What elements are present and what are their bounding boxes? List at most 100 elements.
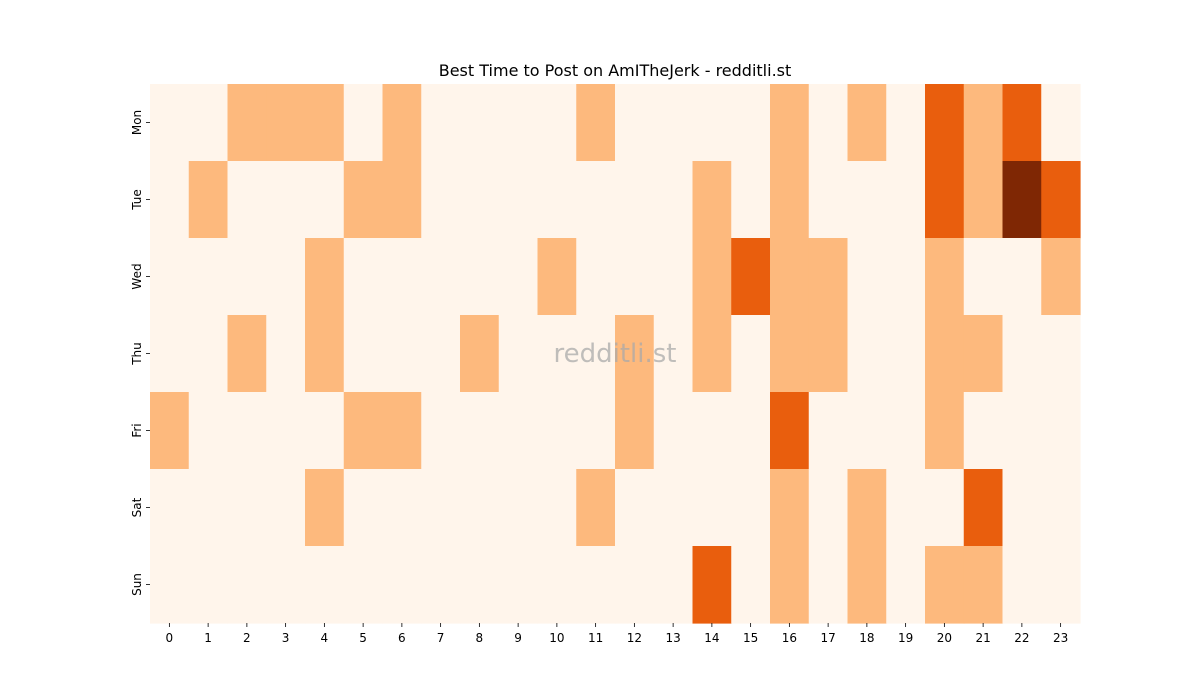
x-tick-label: 1 xyxy=(204,631,212,645)
y-tick-label: Mon xyxy=(130,110,144,135)
heatmap-cell-thu-11 xyxy=(576,315,616,393)
heatmap-cell-thu-13 xyxy=(653,315,694,393)
y-tick-label: Fri xyxy=(130,423,144,437)
heatmap-cell-thu-4 xyxy=(305,315,345,393)
heatmap-cell-fri-10 xyxy=(537,392,577,470)
y-tick-label: Sat xyxy=(130,497,144,517)
x-tick-label: 5 xyxy=(359,631,367,645)
heatmap-cell-sun-2 xyxy=(227,546,267,624)
heatmap-cell-wed-11 xyxy=(576,238,616,316)
y-tick-label: Wed xyxy=(130,263,144,289)
heatmap-cell-thu-20 xyxy=(925,315,965,393)
heatmap-cell-wed-6 xyxy=(382,238,422,316)
heatmap-cell-mon-14 xyxy=(692,84,732,162)
heatmap-cell-sun-15 xyxy=(731,546,771,624)
x-axis-ticks: 0 1 2 3 4 5 6 7 8 9 10 11 12 13 14 15 16 17 18 19 20 21 22 23 xyxy=(166,623,1068,645)
heatmap-cell-sat-21 xyxy=(963,469,1004,547)
heatmap-cell-wed-15 xyxy=(731,238,771,316)
heatmap-cell-sun-9 xyxy=(498,546,539,624)
heatmap-cell-sun-21 xyxy=(963,546,1004,624)
heatmap-cell-thu-23 xyxy=(1041,315,1081,393)
heatmap-cell-sat-3 xyxy=(266,469,306,547)
heatmap-cell-fri-15 xyxy=(731,392,771,470)
x-tick-label: 6 xyxy=(398,631,406,645)
heatmap-cell-wed-21 xyxy=(963,238,1004,316)
x-tick-label: 21 xyxy=(975,631,990,645)
heatmap-cells xyxy=(150,84,1081,624)
heatmap-cell-mon-19 xyxy=(886,84,926,162)
heatmap-cell-tue-16 xyxy=(770,161,810,239)
heatmap-cell-sun-1 xyxy=(188,546,229,624)
heatmap-cell-sat-19 xyxy=(886,469,926,547)
heatmap-cell-tue-10 xyxy=(537,161,577,239)
heatmap-cell-thu-15 xyxy=(731,315,771,393)
heatmap-cell-mon-11 xyxy=(576,84,616,162)
heatmap-cell-thu-14 xyxy=(692,315,732,393)
heatmap-cell-sat-22 xyxy=(1002,469,1042,547)
heatmap-cell-tue-2 xyxy=(227,161,267,239)
heatmap-cell-tue-11 xyxy=(576,161,616,239)
heatmap-cell-mon-22 xyxy=(1002,84,1042,162)
x-tick-label: 23 xyxy=(1053,631,1068,645)
heatmap-cell-wed-2 xyxy=(227,238,267,316)
heatmap-cell-thu-18 xyxy=(847,315,887,393)
heatmap-cell-fri-0 xyxy=(150,392,190,470)
heatmap-cell-mon-16 xyxy=(770,84,810,162)
x-tick-label: 20 xyxy=(937,631,952,645)
heatmap-cell-wed-13 xyxy=(653,238,694,316)
heatmap-cell-fri-18 xyxy=(847,392,887,470)
heatmap-cell-sat-13 xyxy=(653,469,694,547)
heatmap-cell-fri-14 xyxy=(692,392,732,470)
heatmap-cell-tue-6 xyxy=(382,161,422,239)
heatmap-cell-fri-21 xyxy=(963,392,1004,470)
heatmap-cell-sat-2 xyxy=(227,469,267,547)
heatmap-cell-fri-13 xyxy=(653,392,694,470)
heatmap-cell-thu-0 xyxy=(150,315,190,393)
heatmap-cell-sat-15 xyxy=(731,469,771,547)
heatmap-cell-thu-16 xyxy=(770,315,810,393)
heatmap-cell-sat-5 xyxy=(343,469,384,547)
heatmap-cell-thu-8 xyxy=(460,315,500,393)
x-tick-label: 10 xyxy=(549,631,564,645)
heatmap-cell-tue-23 xyxy=(1041,161,1081,239)
heatmap-cell-tue-17 xyxy=(808,161,849,239)
x-tick-label: 9 xyxy=(514,631,522,645)
heatmap-cell-mon-13 xyxy=(653,84,694,162)
heatmap-cell-sun-23 xyxy=(1041,546,1081,624)
heatmap-cell-mon-6 xyxy=(382,84,422,162)
heatmap-cell-wed-10 xyxy=(537,238,577,316)
heatmap-cell-fri-22 xyxy=(1002,392,1042,470)
heatmap-cell-thu-6 xyxy=(382,315,422,393)
heatmap-cell-mon-18 xyxy=(847,84,887,162)
heatmap-cell-sun-10 xyxy=(537,546,577,624)
heatmap-cell-sat-11 xyxy=(576,469,616,547)
heatmap-cell-sat-1 xyxy=(188,469,229,547)
heatmap-cell-wed-7 xyxy=(421,238,461,316)
heatmap-cell-sat-6 xyxy=(382,469,422,547)
heatmap-cell-thu-21 xyxy=(963,315,1004,393)
heatmap-cell-fri-19 xyxy=(886,392,926,470)
x-tick-label: 15 xyxy=(743,631,758,645)
heatmap-cell-fri-6 xyxy=(382,392,422,470)
heatmap-cell-mon-20 xyxy=(925,84,965,162)
heatmap-cell-fri-5 xyxy=(343,392,384,470)
heatmap-cell-mon-15 xyxy=(731,84,771,162)
watermark-text: redditli.st xyxy=(554,339,677,369)
x-tick-label: 17 xyxy=(820,631,835,645)
heatmap-cell-fri-12 xyxy=(615,392,655,470)
heatmap-cell-tue-0 xyxy=(150,161,190,239)
x-tick-label: 22 xyxy=(1014,631,1029,645)
heatmap-cell-sat-8 xyxy=(460,469,500,547)
heatmap-cell-fri-7 xyxy=(421,392,461,470)
heatmap-cell-mon-2 xyxy=(227,84,267,162)
heatmap-cell-thu-2 xyxy=(227,315,267,393)
x-tick-label: 14 xyxy=(704,631,719,645)
heatmap-cell-tue-19 xyxy=(886,161,926,239)
heatmap-cell-fri-4 xyxy=(305,392,345,470)
heatmap-cell-wed-23 xyxy=(1041,238,1081,316)
heatmap-cell-wed-0 xyxy=(150,238,190,316)
heatmap-cell-sun-11 xyxy=(576,546,616,624)
heatmap-cell-tue-3 xyxy=(266,161,306,239)
heatmap-cell-fri-11 xyxy=(576,392,616,470)
heatmap-cell-fri-20 xyxy=(925,392,965,470)
